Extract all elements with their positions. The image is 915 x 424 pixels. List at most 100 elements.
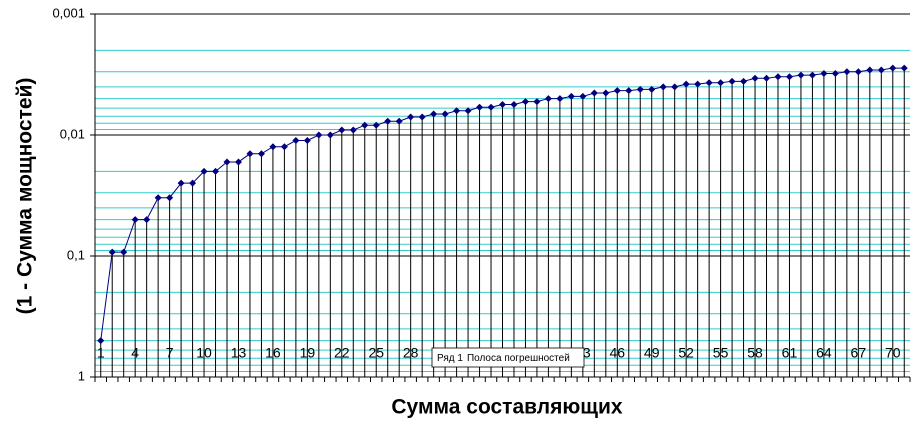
x-tick-label: 19 <box>300 345 316 361</box>
marker <box>808 71 816 79</box>
x-tick-label: 70 <box>885 345 901 361</box>
marker <box>866 66 874 74</box>
marker <box>430 110 438 118</box>
x-tick-label: 49 <box>644 345 660 361</box>
marker <box>854 68 862 76</box>
y-tick-label: 0,001 <box>52 5 85 20</box>
marker <box>763 74 771 82</box>
y-tick-label: 0,01 <box>60 126 85 141</box>
marker <box>625 87 633 95</box>
marker <box>338 126 346 134</box>
legend: Ряд 1 Полоса погрешностей <box>431 347 585 368</box>
marker <box>843 68 851 76</box>
marker <box>120 248 128 256</box>
legend-box <box>431 347 585 368</box>
legend-error-name: Полоса погрешностей <box>467 353 570 364</box>
marker <box>395 117 403 125</box>
x-tick-label: 13 <box>231 345 247 361</box>
marker <box>831 69 839 77</box>
x-tick-label: 1 <box>97 345 105 361</box>
marker <box>613 87 621 95</box>
marker <box>556 95 564 103</box>
marker <box>499 101 506 109</box>
legend-text: Ряд 1 Полоса погрешностей <box>437 353 570 364</box>
marker <box>177 179 185 187</box>
marker <box>154 194 162 202</box>
x-tick-label: 67 <box>851 345 867 361</box>
marker <box>877 66 885 74</box>
x-tick-label: 46 <box>609 345 625 361</box>
marker <box>717 79 725 87</box>
marker <box>269 143 277 151</box>
marker <box>579 92 587 100</box>
marker <box>567 92 575 100</box>
marker <box>418 113 426 121</box>
marker <box>797 71 805 79</box>
marker <box>671 83 679 91</box>
x-tick-label: 28 <box>403 345 419 361</box>
x-tick-label: 22 <box>334 345 350 361</box>
marker <box>682 80 690 88</box>
y-tick-label: 1 <box>78 368 85 383</box>
marker <box>292 136 300 144</box>
marker <box>694 80 702 88</box>
x-tick-label: 58 <box>747 345 763 361</box>
marker <box>453 107 461 115</box>
marker <box>785 73 793 81</box>
marker <box>900 64 908 72</box>
marker <box>487 103 495 111</box>
marker <box>108 248 116 256</box>
marker <box>728 77 736 85</box>
marker <box>648 85 656 93</box>
marker <box>189 179 197 187</box>
marker <box>315 131 323 139</box>
y-axis-title: (1 - Сумма мощностей) <box>14 78 37 315</box>
marker <box>246 150 254 158</box>
marker <box>659 83 667 91</box>
marker <box>544 95 552 103</box>
marker <box>303 136 311 144</box>
legend-series-name: Ряд 1 <box>437 353 463 364</box>
marker <box>476 103 484 111</box>
marker <box>590 89 598 97</box>
y-tick-label: 0,1 <box>67 247 85 262</box>
marker <box>131 216 139 224</box>
marker <box>361 121 369 129</box>
marker <box>257 150 265 158</box>
marker <box>441 110 449 118</box>
marker <box>510 101 518 109</box>
marker <box>166 194 174 202</box>
marker <box>97 337 105 345</box>
marker <box>223 158 231 166</box>
x-tick-label: 7 <box>166 345 174 361</box>
marker <box>740 77 748 85</box>
marker <box>774 73 782 81</box>
marker <box>464 107 472 115</box>
marker <box>200 167 208 175</box>
x-tick-label: 4 <box>131 345 139 361</box>
marker <box>372 121 380 129</box>
marker <box>521 98 529 106</box>
marker <box>636 85 644 93</box>
x-axis-title: Сумма составляющих <box>391 396 623 419</box>
marker <box>212 167 220 175</box>
marker <box>384 117 392 125</box>
marker <box>705 79 713 87</box>
marker <box>820 69 828 77</box>
marker <box>407 113 415 121</box>
x-tick-label: 25 <box>368 345 384 361</box>
x-tick-label: 55 <box>713 345 729 361</box>
marker <box>143 216 151 224</box>
x-tick-label: 10 <box>196 345 212 361</box>
marker <box>234 158 242 166</box>
marker <box>889 64 897 72</box>
x-tick-label: 16 <box>265 345 281 361</box>
marker <box>602 89 610 97</box>
x-tick-label: 52 <box>678 345 694 361</box>
marker <box>326 131 334 139</box>
marker <box>751 74 759 82</box>
marker <box>280 143 288 151</box>
x-tick-label: 61 <box>782 345 798 361</box>
x-tick-label: 64 <box>816 345 832 361</box>
